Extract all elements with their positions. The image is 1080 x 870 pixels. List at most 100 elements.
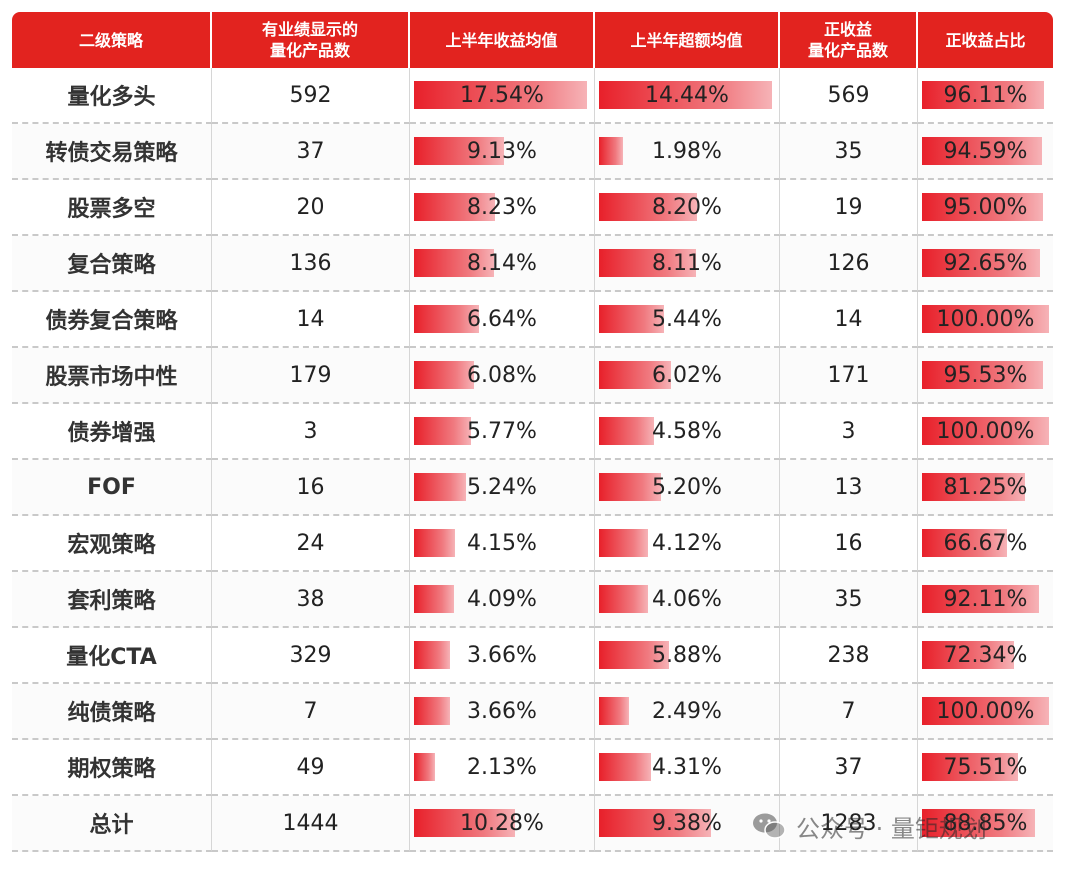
column-header-5: 正收益占比: [918, 12, 1053, 68]
bar-cell-ratio: 92.11%: [918, 572, 1053, 628]
cell-pos: 13: [780, 460, 918, 516]
bar-ratio: [922, 473, 1026, 501]
bar-excess: [599, 585, 648, 613]
bar-cell-excess: 8.11%: [595, 236, 780, 292]
cell-strategy: 纯债策略: [12, 684, 212, 740]
bar-ret: [414, 585, 455, 613]
bar-label-ratio: 95.00%: [943, 194, 1028, 220]
bar-label-ret: 2.13%: [467, 754, 537, 780]
column-header-3: 上半年超额均值: [595, 12, 780, 68]
bar-label-excess: 4.12%: [652, 530, 722, 556]
table-row: 股票市场中性 179 6.08% 6.02% 171 95.53%: [12, 348, 1053, 404]
bar-ret: [414, 529, 455, 557]
bar-ret: [414, 697, 451, 725]
cell-strategy: 宏观策略: [12, 516, 212, 572]
bar-ret: [414, 753, 435, 781]
bar-label-ratio: 88.85%: [943, 810, 1028, 836]
cell-strategy: 期权策略: [12, 740, 212, 796]
table-row: 量化CTA 329 3.66% 5.88% 238 72.34%: [12, 628, 1053, 684]
cell-count: 49: [212, 740, 410, 796]
bar-ratio: [922, 529, 1007, 557]
column-header-line: 正收益: [823, 20, 872, 39]
column-header-0: 二级策略: [12, 12, 212, 68]
cell-count: 1444: [212, 796, 410, 852]
cell-strategy: 股票市场中性: [12, 348, 212, 404]
bar-cell-ratio: 72.34%: [918, 628, 1053, 684]
cell-strategy: 量化CTA: [12, 628, 212, 684]
bar-excess: [599, 473, 662, 501]
cell-pos: 1283: [780, 796, 918, 852]
cell-strategy: 总计: [12, 796, 212, 852]
column-header-2: 上半年收益均值: [410, 12, 595, 68]
table-row: 债券增强 3 5.77% 4.58% 3 100.00%: [12, 404, 1053, 460]
bar-label-ret: 10.28%: [460, 810, 544, 836]
bar-ratio: [922, 641, 1014, 669]
cell-strategy: 债券复合策略: [12, 292, 212, 348]
cell-count: 20: [212, 180, 410, 236]
bar-cell-ret: 6.08%: [410, 348, 595, 404]
watermark: 公众号 · 量钜规划: [752, 808, 987, 844]
table-row: 量化多头 592 17.54% 14.44% 569 96.11%: [12, 68, 1053, 124]
cell-count: 16: [212, 460, 410, 516]
bar-label-excess: 2.49%: [652, 698, 722, 724]
cell-pos: 171: [780, 348, 918, 404]
bar-label-excess: 9.38%: [652, 810, 722, 836]
bar-label-excess: 5.88%: [652, 642, 722, 668]
column-header-4: 正收益 量化产品数: [780, 12, 918, 68]
bar-ratio: [922, 585, 1039, 613]
bar-label-excess: 1.98%: [652, 138, 722, 164]
column-header-line: 有业绩显示的: [261, 20, 358, 39]
bar-label-ratio: 100.00%: [936, 306, 1035, 332]
bar-label-ret: 8.23%: [467, 194, 537, 220]
bar-label-ratio: 95.53%: [943, 362, 1028, 388]
bar-cell-ratio: 100.00%: [918, 404, 1053, 460]
bar-ret: [414, 361, 474, 389]
bar-cell-ret: 3.66%: [410, 628, 595, 684]
cell-pos: 238: [780, 628, 918, 684]
bar-excess: [599, 137, 623, 165]
bar-label-ret: 5.77%: [467, 418, 537, 444]
bar-cell-ratio: 81.25%: [918, 460, 1053, 516]
table-row: 复合策略 136 8.14% 8.11% 126 92.65%: [12, 236, 1053, 292]
bar-ret: [414, 137, 505, 165]
bar-cell-excess: 8.20%: [595, 180, 780, 236]
column-header-line: 正收益占比: [945, 30, 1026, 50]
bar-label-ret: 3.66%: [467, 698, 537, 724]
table-row: 债券复合策略 14 6.64% 5.44% 14 100.00%: [12, 292, 1053, 348]
bar-excess: [599, 81, 772, 109]
bar-label-ret: 8.14%: [467, 250, 537, 276]
bar-cell-ret: 17.54%: [410, 68, 595, 124]
bar-excess: [599, 697, 629, 725]
bar-excess: [599, 193, 698, 221]
cell-pos: 7: [780, 684, 918, 740]
bar-ratio: [922, 137, 1043, 165]
bar-cell-ratio: 96.11%: [918, 68, 1053, 124]
cell-count: 37: [212, 124, 410, 180]
bar-cell-excess: 2.49%: [595, 684, 780, 740]
cell-strategy: 套利策略: [12, 572, 212, 628]
column-header-line: 上半年超额均值: [630, 30, 743, 50]
bar-label-ratio: 75.51%: [943, 754, 1028, 780]
bar-ret: [414, 641, 451, 669]
bar-label-ratio: 100.00%: [936, 418, 1035, 444]
cell-count: 329: [212, 628, 410, 684]
bar-label-excess: 8.11%: [652, 250, 722, 276]
bar-cell-ratio: 95.00%: [918, 180, 1053, 236]
bar-cell-excess: 1.98%: [595, 124, 780, 180]
bar-label-excess: 6.02%: [652, 362, 722, 388]
bar-cell-ratio: 92.65%: [918, 236, 1053, 292]
bar-ret: [414, 193, 496, 221]
bar-label-ratio: 92.65%: [943, 250, 1028, 276]
bar-cell-excess: 4.06%: [595, 572, 780, 628]
table-body: 量化多头 592 17.54% 14.44% 569 96.11% 转债交易策略 37 9.13…: [12, 68, 1053, 852]
bar-cell-excess: 5.88%: [595, 628, 780, 684]
table-wrapper: 二级策略 有业绩显示的 量化产品数 上半年收益均值 上半年超额均值 正收益 量化产品数 正收益…: [12, 12, 1053, 852]
cell-strategy: 债券增强: [12, 404, 212, 460]
bar-label-ratio: 72.34%: [943, 642, 1028, 668]
cell-count: 3: [212, 404, 410, 460]
cell-pos: 19: [780, 180, 918, 236]
bar-ret: [414, 81, 587, 109]
bar-label-ret: 4.15%: [467, 530, 537, 556]
bar-excess: [599, 249, 697, 277]
cell-pos: 37: [780, 740, 918, 796]
